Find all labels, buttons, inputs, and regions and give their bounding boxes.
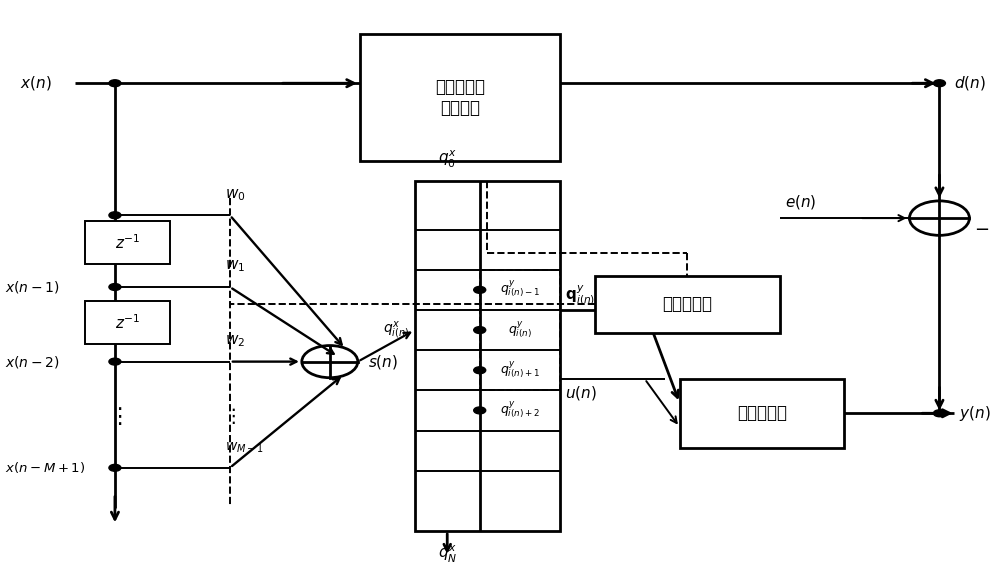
Circle shape <box>109 284 121 290</box>
Text: $w_{M-1}$: $w_{M-1}$ <box>225 441 264 455</box>
Circle shape <box>474 407 486 414</box>
Bar <box>85 301 170 344</box>
Circle shape <box>474 286 486 293</box>
Bar <box>360 34 560 161</box>
Text: $e(n)$: $e(n)$ <box>785 193 816 211</box>
Text: 自适应算法: 自适应算法 <box>662 295 712 313</box>
Text: $w_2$: $w_2$ <box>225 333 245 349</box>
Text: $q_{i(n)-1}^y$: $q_{i(n)-1}^y$ <box>500 280 540 300</box>
Text: $u(n)$: $u(n)$ <box>565 384 597 402</box>
Text: $w_0$: $w_0$ <box>225 187 245 203</box>
Text: $x(n-1)$: $x(n-1)$ <box>5 279 60 295</box>
Text: $x(n)$: $x(n)$ <box>20 74 52 92</box>
Text: $q_N^x$: $q_N^x$ <box>438 544 457 565</box>
Text: $d(n)$: $d(n)$ <box>954 74 986 92</box>
Circle shape <box>909 201 969 235</box>
Text: $\vdots$: $\vdots$ <box>108 405 122 427</box>
Text: 样条插值器: 样条插值器 <box>737 404 787 422</box>
Circle shape <box>933 80 945 87</box>
Text: $q_{i(n)+1}^y$: $q_{i(n)+1}^y$ <box>500 360 540 381</box>
Text: $q_{i(n)}^y$: $q_{i(n)}^y$ <box>508 320 532 340</box>
Text: $q_{i(n)+2}^y$: $q_{i(n)+2}^y$ <box>500 400 540 421</box>
Text: $q_0^x$: $q_0^x$ <box>438 149 457 170</box>
Circle shape <box>109 80 121 87</box>
Text: $q_{i(n)}^x$: $q_{i(n)}^x$ <box>383 319 410 341</box>
Circle shape <box>109 464 121 471</box>
Circle shape <box>109 358 121 365</box>
Bar <box>415 181 560 531</box>
Circle shape <box>933 410 945 417</box>
Bar <box>85 221 170 264</box>
Text: $x(n-2)$: $x(n-2)$ <box>5 354 60 370</box>
Text: $z^{-1}$: $z^{-1}$ <box>115 233 140 252</box>
Circle shape <box>474 367 486 374</box>
Text: $y(n)$: $y(n)$ <box>959 404 991 423</box>
Text: $\vdots$: $\vdots$ <box>223 406 236 426</box>
Circle shape <box>474 327 486 333</box>
Text: $s(n)$: $s(n)$ <box>368 352 398 371</box>
Text: 航空发动机
控制系统: 航空发动机 控制系统 <box>435 78 485 117</box>
Circle shape <box>109 212 121 219</box>
Circle shape <box>302 346 358 378</box>
Bar <box>680 379 844 448</box>
Text: $x(n-M+1)$: $x(n-M+1)$ <box>5 460 85 475</box>
Text: $z^{-1}$: $z^{-1}$ <box>115 313 140 332</box>
Bar <box>480 270 560 390</box>
Bar <box>595 276 780 333</box>
Text: $w_1$: $w_1$ <box>225 259 245 274</box>
Text: $-$: $-$ <box>974 219 990 238</box>
Text: $\mathbf{q}^y_{i(n)}$: $\mathbf{q}^y_{i(n)}$ <box>565 284 595 308</box>
